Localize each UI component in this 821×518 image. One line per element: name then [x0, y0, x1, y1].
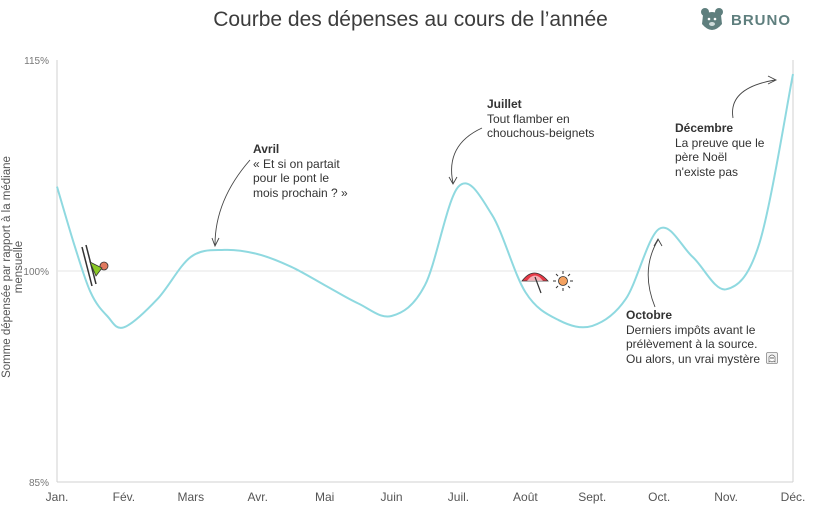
annotation-avril-line: pour le pont le	[253, 171, 330, 185]
x-tick-label: Juin	[381, 490, 403, 504]
x-tick-label: Mai	[315, 490, 334, 504]
arrow-octobre-head	[653, 238, 663, 247]
x-tick-label: Fév.	[113, 490, 135, 504]
x-tick-label: Août	[513, 490, 538, 504]
annotation-octobre-line: Ou alors, un vrai mystère	[626, 351, 779, 367]
chart-title: Courbe des dépenses au cours de l’année	[213, 8, 608, 31]
arrow-juillet	[451, 127, 483, 184]
annotation-decembre-line: père Noël	[675, 150, 728, 164]
annotation-octobre-line: prélèvement à la source.	[626, 337, 758, 351]
x-tick-label: Juil.	[448, 490, 469, 504]
arrow-juillet-head	[448, 176, 458, 185]
annotation-octobre-text: Ou alors, un vrai mystère	[626, 351, 761, 366]
x-tick-label: Nov.	[714, 490, 738, 504]
bear-icon	[701, 8, 723, 30]
sun-icon	[553, 271, 573, 291]
y-tick-85: 85%	[29, 478, 49, 489]
x-tick-label: Mars	[177, 490, 204, 504]
annotation-octobre-line: Derniers impôts avant le	[626, 322, 756, 337]
annotation-avril-line: « Et si on partait	[253, 156, 340, 171]
beach-umbrella-icon	[521, 272, 549, 294]
annotation-decembre-line: La preuve que le	[675, 135, 765, 150]
x-tick-label: Déc.	[781, 490, 806, 504]
arrow-decembre-head	[767, 75, 778, 85]
annotation-avril-title: Avril	[253, 142, 280, 156]
annotation-avril: Avril « Et si on partait pour le pont le…	[253, 142, 348, 200]
arrow-avril	[214, 159, 251, 246]
annotation-juillet-title: Juillet	[487, 97, 522, 111]
ghost-icon	[766, 351, 779, 364]
annotation-decembre-title: Décembre	[675, 121, 734, 135]
spending-line	[56, 73, 794, 329]
annotation-juillet: Juillet Tout flamber en chouchous-beigne…	[487, 97, 594, 141]
y-tick-115: 115%	[24, 56, 49, 67]
brand: BRUNO	[699, 6, 791, 34]
x-tick-label: Avr.	[247, 490, 267, 504]
brand-name: BRUNO	[731, 11, 791, 29]
annotation-avril-line: mois prochain ? »	[253, 185, 348, 200]
x-tick-label: Oct.	[648, 490, 670, 504]
x-tick-label: Jan.	[46, 490, 69, 504]
annotation-decembre: Décembre La preuve que le père Noël n'ex…	[675, 121, 764, 179]
annotation-octobre: Octobre Derniers impôts avant le prélève…	[626, 308, 779, 367]
x-tick-label: Sept.	[578, 490, 606, 504]
annotation-octobre-title: Octobre	[626, 308, 673, 322]
annotation-juillet-line: chouchous-beignets	[487, 126, 595, 140]
annotation-juillet-line: Tout flamber en	[487, 111, 570, 126]
arrow-decembre	[732, 79, 776, 119]
arrow-avril-head	[211, 237, 220, 248]
y-tick-100: 100%	[23, 267, 49, 278]
skier-icon	[81, 244, 109, 287]
arrow-octobre	[647, 239, 659, 308]
annotation-decembre-line: n'existe pas	[675, 164, 738, 179]
